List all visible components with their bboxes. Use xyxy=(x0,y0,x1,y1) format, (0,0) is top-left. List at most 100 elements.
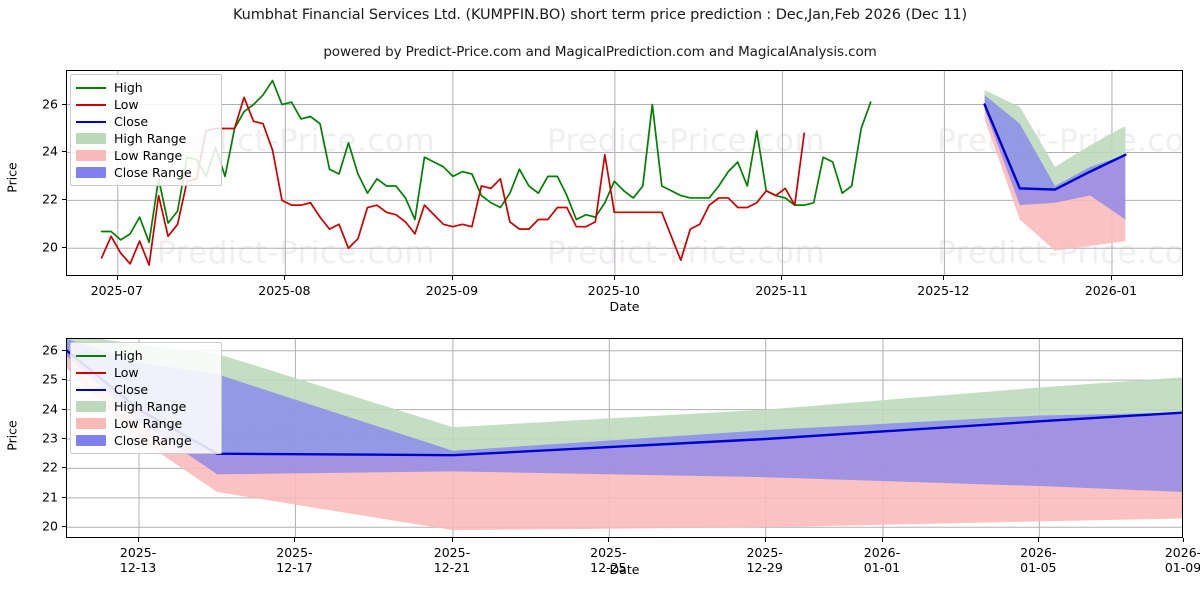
x-tick-label: 2026-01-05 xyxy=(1020,545,1057,575)
y-tick-label: 26 xyxy=(42,342,58,358)
x-tick-mark xyxy=(138,538,140,542)
y-tick-label: 22 xyxy=(42,191,58,207)
y-tick-label: 20 xyxy=(42,239,58,255)
x-tick-mark xyxy=(1183,538,1184,542)
legend-patch-swatch-5 xyxy=(76,435,106,446)
y-tick-mark xyxy=(62,467,66,469)
x-tick-mark xyxy=(608,538,610,542)
x-tick-label: 2025-08 xyxy=(258,283,311,298)
y-tick-label: 22 xyxy=(42,459,58,475)
band-low-range xyxy=(984,104,1126,251)
legend-item-label: High xyxy=(114,80,143,95)
top-chart-panel: Price 20 22 24 26 Predict-Price.com Predict-… xyxy=(5,70,1183,314)
legend-item-label: High xyxy=(114,348,143,363)
legend-item-label: Close Range xyxy=(114,165,192,180)
legend-patch-swatch-3 xyxy=(76,133,106,144)
top-chart-plot-area: Predict-Price.comPredict-Price.comPredic… xyxy=(66,70,1183,276)
bottom-chart-canvas xyxy=(67,339,1182,537)
bottom-chart-legend: High Low Close High Range Low Range Close Ran… xyxy=(70,342,222,454)
y-tick-mark xyxy=(62,379,66,381)
legend-item-label: High Range xyxy=(114,399,187,414)
legend-patch-swatch-5 xyxy=(76,167,106,178)
bottom-chart-x-axis-title: Date xyxy=(609,562,640,577)
y-tick-label: 23 xyxy=(42,430,58,446)
y-tick-label: 26 xyxy=(42,96,58,112)
x-tick-label: 2025-12-17 xyxy=(276,545,313,575)
legend-line-swatch-1 xyxy=(76,99,106,111)
y-tick-mark xyxy=(62,438,66,439)
legend-item-label: Close Range xyxy=(114,433,192,448)
legend-line-swatch-0 xyxy=(76,82,106,94)
legend-item-low: Low xyxy=(76,96,214,113)
legend-item-label: Low xyxy=(114,365,139,380)
legend-item-low: Low xyxy=(76,364,214,381)
y-tick-mark xyxy=(62,526,66,528)
y-tick-mark xyxy=(62,247,66,249)
y-tick-mark xyxy=(62,103,66,105)
x-tick-label: 2025-12-13 xyxy=(119,545,157,575)
legend-item-close: Close xyxy=(76,113,214,130)
x-tick-mark xyxy=(451,276,453,280)
legend-patch-swatch-4 xyxy=(76,150,106,161)
legend-line-swatch-0 xyxy=(76,350,106,362)
x-tick-label: 2025-09 xyxy=(425,283,479,298)
y-tick-mark xyxy=(62,408,66,410)
y-tick-mark xyxy=(62,496,66,498)
x-tick-mark xyxy=(294,538,296,542)
x-tick-label: 2025-12-25 xyxy=(590,545,627,575)
y-tick-label: 21 xyxy=(42,489,58,505)
legend-item-low-range: Low Range xyxy=(76,415,214,432)
page-title: Kumbhat Financial Services Ltd. (KUMPFIN… xyxy=(232,7,968,23)
top-chart-x-axis-title: Date xyxy=(609,299,640,314)
top-chart-legend: High Low Close High Range Low Range Close Ran… xyxy=(70,74,222,186)
x-tick-label: 2025-10 xyxy=(587,283,640,298)
series-line-high xyxy=(100,79,872,244)
x-tick-mark xyxy=(1110,276,1112,280)
legend-item-close-range: Close Range xyxy=(76,164,214,181)
y-tick-label: 24 xyxy=(42,401,58,417)
legend-patch-swatch-4 xyxy=(76,418,106,429)
top-chart-canvas xyxy=(67,71,1182,275)
x-tick-label: 2025-11 xyxy=(755,283,808,298)
x-tick-mark xyxy=(284,276,286,280)
x-tick-label: 2026-01-01 xyxy=(863,545,901,575)
legend-line-swatch-2 xyxy=(76,116,106,128)
x-tick-label: 2026-01-09 xyxy=(1164,545,1200,575)
legend-item-high-range: High Range xyxy=(76,398,214,415)
x-tick-mark xyxy=(1038,538,1040,542)
legend-item-low-range: Low Range xyxy=(76,147,214,164)
x-tick-mark xyxy=(881,538,883,542)
legend-item-label: Low xyxy=(114,97,139,112)
y-tick-mark xyxy=(62,199,66,201)
x-tick-mark xyxy=(764,538,766,542)
legend-item-high: High xyxy=(76,347,214,364)
x-tick-mark xyxy=(781,276,783,280)
legend-item-label: High Range xyxy=(114,131,187,146)
legend-line-swatch-2 xyxy=(76,384,106,396)
legend-item-label: Low Range xyxy=(114,416,183,431)
legend-line-swatch-1 xyxy=(76,367,106,379)
y-tick-label: 24 xyxy=(42,143,58,159)
legend-item-label: Close xyxy=(114,114,149,129)
band-low-range xyxy=(67,350,1182,531)
x-tick-label: 2025-07 xyxy=(90,283,143,298)
x-tick-mark xyxy=(613,276,615,280)
x-tick-mark xyxy=(943,276,945,280)
y-tick-mark xyxy=(62,151,66,153)
x-tick-label: 2026-01 xyxy=(1084,283,1138,298)
y-tick-mark xyxy=(62,349,66,351)
legend-item-high-range: High Range xyxy=(76,130,214,147)
legend-item-high: High xyxy=(76,79,214,96)
bottom-chart-plot-area: Predict-Price.comPredict-Price.comPredic… xyxy=(66,338,1183,538)
y-tick-label: 20 xyxy=(42,518,58,534)
legend-item-close-range: Close Range xyxy=(76,432,214,449)
x-tick-label: 2025-12-29 xyxy=(746,545,783,575)
legend-item-close: Close xyxy=(76,381,214,398)
y-tick-label: 25 xyxy=(42,371,58,387)
x-tick-label: 2025-12 xyxy=(917,283,970,298)
x-tick-mark xyxy=(451,538,453,542)
x-tick-mark xyxy=(116,276,118,280)
x-tick-label: 2025-12-21 xyxy=(433,545,471,575)
